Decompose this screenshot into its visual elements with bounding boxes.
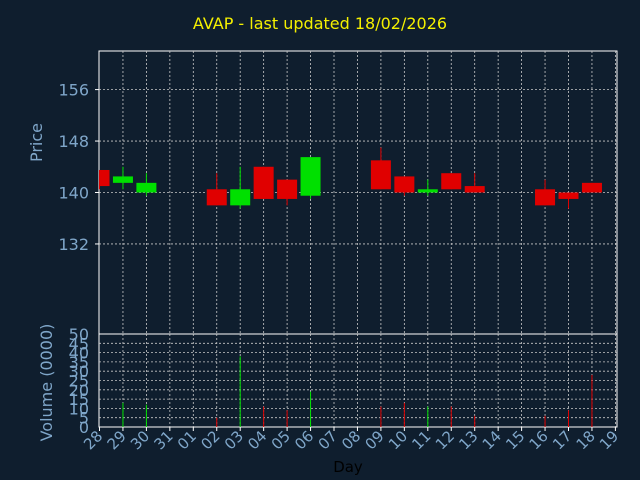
x-tick-label: 17	[549, 427, 575, 453]
x-tick-label: 03	[221, 427, 247, 453]
volume-y-tick-label: 50	[69, 325, 89, 344]
candle-body	[277, 179, 298, 199]
x-tick-label: 06	[291, 427, 317, 453]
volume-y-tick-label: 15	[69, 390, 89, 409]
candle-body	[464, 186, 485, 193]
x-tick-label: 11	[408, 427, 434, 453]
candle-body	[394, 176, 415, 193]
volume-y-tick-label: 10	[69, 399, 89, 418]
price-y-tick-label: 156	[58, 81, 89, 100]
volume-y-tick-label: 30	[69, 362, 89, 381]
candle-body	[581, 182, 602, 193]
x-tick-label: 02	[197, 427, 223, 453]
candle-body	[370, 160, 391, 190]
candle-body	[230, 189, 251, 206]
x-tick-label: 18	[573, 427, 599, 453]
x-tick-label: 30	[127, 427, 153, 453]
x-axis-label: Day	[333, 458, 363, 476]
x-tick-label: 13	[455, 427, 481, 453]
volume-y-tick-label: 45	[69, 334, 89, 353]
x-tick-label: 16	[526, 427, 552, 453]
x-tick-label: 07	[315, 427, 341, 453]
volume-axis-label: Volume (0000)	[37, 324, 56, 442]
candle-body	[112, 176, 133, 183]
candle-body	[558, 192, 579, 199]
price-axis-label: Price	[27, 123, 46, 162]
x-tick-label: 04	[244, 427, 270, 453]
volume-y-tick-label: 20	[69, 381, 89, 400]
candle-body	[99, 169, 110, 187]
price-y-tick-label: 132	[58, 235, 89, 254]
candle-body	[253, 166, 274, 199]
x-tick-label: 19	[596, 427, 622, 453]
x-tick-label: 14	[479, 427, 505, 453]
x-tick-label: 05	[268, 427, 294, 453]
x-tick-label: 15	[502, 427, 528, 453]
x-tick-label: 12	[432, 427, 458, 453]
volume-y-tick-label: 5	[79, 409, 89, 428]
volume-y-tick-label: 25	[69, 372, 89, 391]
candle-body	[136, 182, 157, 193]
volume-y-tick-label: 35	[69, 353, 89, 372]
chart-title: AVAP - last updated 18/02/2026	[192, 14, 448, 33]
price-y-tick-label: 148	[58, 132, 89, 151]
candle-body	[441, 173, 462, 190]
volume-y-tick-label: 0	[79, 418, 89, 437]
candle-body	[535, 189, 556, 206]
candle-body	[206, 189, 227, 206]
candle-body	[300, 157, 321, 196]
price-y-tick-label: 140	[58, 184, 89, 203]
candle-body	[417, 189, 438, 193]
x-tick-label: 08	[338, 427, 364, 453]
x-tick-label: 31	[150, 427, 176, 453]
x-tick-label: 09	[361, 427, 387, 453]
x-tick-label: 29	[104, 427, 130, 453]
x-tick-label: 01	[174, 427, 200, 453]
volume-y-tick-label: 40	[69, 344, 89, 363]
x-tick-label: 10	[385, 427, 411, 453]
